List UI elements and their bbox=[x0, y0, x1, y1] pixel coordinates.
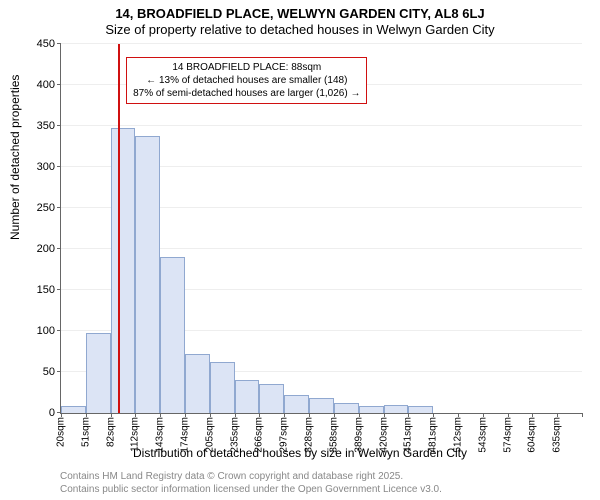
annotation-line: 87% of semi-detached houses are larger (… bbox=[133, 87, 360, 100]
annotation-box: 14 BROADFIELD PLACE: 88sqm← 13% of detac… bbox=[126, 57, 367, 104]
xtick-label: 51sqm bbox=[80, 413, 91, 447]
ytick-label: 100 bbox=[37, 325, 61, 337]
title-line-1: 14, BROADFIELD PLACE, WELWYN GARDEN CITY… bbox=[0, 6, 600, 21]
bar-wrap bbox=[483, 44, 508, 413]
bar-wrap bbox=[408, 44, 433, 413]
bar bbox=[160, 257, 185, 413]
bar bbox=[334, 403, 359, 413]
bar-wrap bbox=[557, 44, 582, 413]
xtick-label: 82sqm bbox=[105, 413, 116, 447]
footer-line-2: Contains public sector information licen… bbox=[60, 484, 442, 495]
bar-wrap bbox=[384, 44, 409, 413]
annotation-line: ← 13% of detached houses are smaller (14… bbox=[133, 74, 360, 87]
x-axis-label: Distribution of detached houses by size … bbox=[0, 446, 600, 460]
bar-wrap bbox=[532, 44, 557, 413]
xtick-mark bbox=[582, 413, 583, 417]
bar-wrap bbox=[458, 44, 483, 413]
y-axis-label: Number of detached properties bbox=[8, 75, 22, 240]
bar bbox=[235, 380, 260, 413]
bar-wrap bbox=[433, 44, 458, 413]
marker-line bbox=[118, 44, 120, 413]
plot-area: 05010015020025030035040045020sqm51sqm82s… bbox=[60, 44, 582, 414]
chart-container: 14, BROADFIELD PLACE, WELWYN GARDEN CITY… bbox=[0, 0, 600, 500]
ytick-label: 250 bbox=[37, 202, 61, 214]
bar bbox=[135, 136, 160, 413]
ytick-label: 300 bbox=[37, 161, 61, 173]
annotation-line: 14 BROADFIELD PLACE: 88sqm bbox=[133, 61, 360, 74]
ytick-label: 50 bbox=[43, 366, 61, 378]
ytick-label: 400 bbox=[37, 79, 61, 91]
ytick-label: 200 bbox=[37, 243, 61, 255]
bar bbox=[185, 354, 210, 413]
bar bbox=[309, 398, 334, 413]
bar bbox=[86, 333, 111, 413]
bar-wrap bbox=[508, 44, 533, 413]
bar bbox=[284, 395, 309, 413]
ytick-label: 350 bbox=[37, 120, 61, 132]
bar bbox=[384, 405, 409, 413]
bar-wrap bbox=[61, 44, 86, 413]
bar bbox=[111, 128, 136, 413]
footer-line-1: Contains HM Land Registry data © Crown c… bbox=[60, 471, 403, 482]
bar-wrap bbox=[86, 44, 111, 413]
ytick-label: 150 bbox=[37, 284, 61, 296]
bar bbox=[210, 362, 235, 413]
xtick-label: 20sqm bbox=[56, 413, 67, 447]
bar bbox=[259, 384, 284, 413]
title-line-2: Size of property relative to detached ho… bbox=[0, 22, 600, 37]
ytick-label: 450 bbox=[37, 38, 61, 50]
